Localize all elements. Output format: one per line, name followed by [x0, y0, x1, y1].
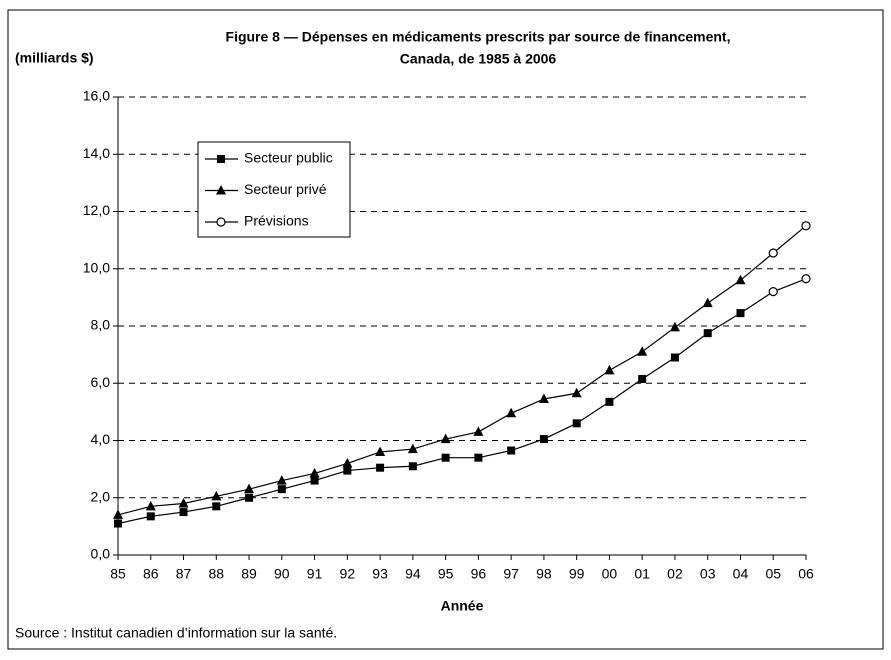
x-tick-label: 01 — [634, 566, 650, 582]
marker — [669, 321, 680, 332]
marker — [211, 490, 222, 501]
x-tick-label: 88 — [208, 566, 224, 582]
marker — [801, 221, 811, 231]
marker — [507, 446, 516, 455]
marker — [216, 217, 226, 227]
marker — [538, 393, 549, 403]
marker — [801, 274, 811, 284]
y-tick-label: 2,0 — [91, 488, 111, 504]
marker — [474, 453, 483, 462]
x-tick-label: 99 — [569, 566, 585, 582]
y-tick-label: 0,0 — [91, 546, 111, 562]
legend-label: Secteur public — [244, 150, 333, 166]
marker — [604, 364, 615, 375]
marker — [571, 387, 582, 398]
x-tick-label: 86 — [143, 566, 159, 582]
legend-label: Prévisions — [244, 213, 309, 229]
marker — [440, 433, 451, 444]
x-tick-label: 91 — [307, 566, 323, 582]
marker — [245, 493, 254, 502]
marker — [408, 462, 417, 471]
marker — [146, 512, 155, 521]
marker — [114, 519, 122, 528]
x-tick-label: 97 — [503, 566, 519, 582]
marker — [309, 467, 320, 478]
frame — [7, 9, 884, 650]
x-tick-label: 87 — [176, 566, 192, 582]
marker — [702, 297, 713, 308]
marker — [768, 287, 778, 297]
marker — [179, 508, 188, 517]
marker — [178, 497, 189, 508]
x-tick-label: 98 — [536, 566, 552, 582]
marker — [703, 329, 712, 338]
x-tick-label: 93 — [372, 566, 388, 582]
marker — [638, 374, 647, 383]
x-tick-label: 95 — [438, 566, 454, 582]
y-tick-label: 12,0 — [83, 202, 110, 218]
marker — [145, 500, 156, 511]
x-tick-label: 94 — [405, 566, 421, 582]
marker — [342, 457, 353, 468]
y-tick-label: 14,0 — [83, 145, 110, 161]
x-tick-label: 05 — [765, 566, 781, 582]
y-tick-label: 6,0 — [91, 374, 111, 390]
marker — [441, 453, 450, 462]
marker — [539, 435, 548, 444]
marker — [276, 475, 287, 485]
marker — [670, 353, 679, 362]
marker — [768, 248, 778, 258]
marker — [244, 483, 255, 494]
marker — [605, 397, 614, 406]
y-tick-label: 10,0 — [83, 259, 110, 275]
chart-title: Canada, de 1985 à 2006 — [400, 51, 557, 67]
marker — [375, 446, 386, 456]
marker — [310, 476, 319, 485]
x-tick-label: 90 — [274, 566, 290, 582]
x-tick-label: 85 — [110, 566, 126, 582]
y-tick-label: 16,0 — [83, 88, 110, 104]
marker — [506, 407, 517, 418]
marker — [572, 419, 581, 428]
marker — [217, 155, 225, 163]
marker — [212, 502, 221, 511]
x-axis-label: Année — [441, 598, 484, 614]
y-tick-label: 4,0 — [91, 431, 111, 447]
x-tick-label: 00 — [602, 566, 618, 582]
x-tick-label: 02 — [667, 566, 683, 582]
line — [117, 279, 741, 516]
marker — [216, 185, 226, 195]
source: Source : Institut canadien d’information… — [15, 625, 337, 641]
marker — [473, 426, 484, 436]
marker — [343, 466, 352, 475]
chart-title: Figure 8 — Dépenses en médicaments presc… — [226, 29, 731, 45]
y-tick-label: 8,0 — [91, 317, 111, 333]
x-tick-label: 96 — [471, 566, 487, 582]
x-tick-label: 89 — [241, 566, 257, 582]
marker — [113, 509, 123, 519]
x-tick-label: 92 — [340, 566, 356, 582]
legend-label: Secteur privé — [244, 181, 327, 197]
marker — [407, 443, 418, 454]
x-tick-label: 06 — [798, 566, 814, 582]
x-tick-label: 04 — [733, 566, 749, 582]
x-tick-label: 03 — [700, 566, 716, 582]
marker — [376, 463, 385, 472]
y-axis-label: (milliards $) — [15, 50, 94, 66]
marker — [277, 485, 286, 494]
marker — [637, 346, 648, 356]
line — [117, 312, 741, 525]
